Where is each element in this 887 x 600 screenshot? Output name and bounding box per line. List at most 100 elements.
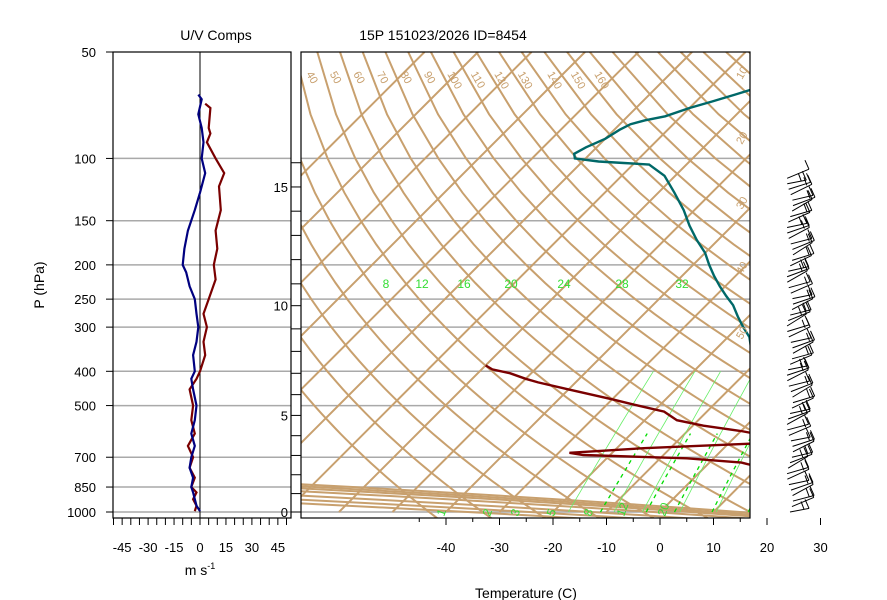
pressure-tick-500: 500 — [74, 399, 96, 414]
dry-adiabat — [361, 52, 750, 458]
uv-xtick-0: -45 — [113, 540, 132, 555]
dry-adiabat — [301, 73, 710, 518]
wind-barb-flag — [808, 343, 814, 354]
wind-barb-flag — [805, 233, 810, 242]
mixing-ratio-dashed — [711, 437, 750, 513]
mixing-ratio-label-16: 16 — [457, 277, 471, 291]
wind-barb-flag — [808, 443, 814, 453]
dry-adiabat — [498, 52, 750, 305]
mixing-ratio-bottom-label-5: 5 — [544, 507, 560, 518]
isotherm — [301, 52, 479, 231]
wind-barb-shaft — [788, 281, 811, 289]
temperature-tick-0: 0 — [656, 540, 663, 555]
wind-barb-flag — [803, 203, 808, 212]
wind-barb-shaft — [786, 412, 808, 425]
wind-barb-flag — [805, 432, 810, 441]
skewt-temperature-line — [572, 88, 750, 348]
dry-adiabat — [748, 52, 750, 55]
mixing-ratio-bottom-label-12: 12 — [614, 500, 632, 518]
wind-barb-shaft — [790, 183, 813, 196]
wind-barb-shaft — [786, 168, 810, 179]
isotherm — [301, 52, 640, 391]
skewt-frame — [300, 51, 751, 519]
wind-barb-flag — [802, 419, 807, 428]
mixing-ratio-label-32: 32 — [675, 277, 689, 291]
wind-barb-shaft — [791, 352, 814, 360]
dry-adiabat — [679, 52, 750, 121]
height-tick-5: 5 — [281, 408, 288, 423]
wind-barb-shaft — [792, 194, 814, 201]
uv-title: U/V Comps — [180, 27, 252, 43]
dry-adiabat — [452, 52, 750, 355]
moist-adiabat-label-40: 40 — [734, 260, 751, 277]
wind-barb-shaft — [790, 481, 814, 491]
wind-barb-flag — [798, 306, 802, 316]
dry-adiabat — [772, 52, 887, 520]
wind-barb-shaft — [788, 425, 811, 436]
mixing-ratio-label-20: 20 — [504, 277, 518, 291]
moist-adiabat — [301, 483, 750, 514]
wind-barb-flag — [809, 244, 815, 254]
wind-barb-shaft — [792, 294, 813, 300]
dry-adiabat-label-40: 40 — [303, 70, 320, 87]
wind-barb-shaft — [790, 309, 812, 316]
wind-barb-flag — [804, 276, 808, 285]
mixing-ratio-line — [808, 371, 870, 512]
mixing-ratio-label-28: 28 — [615, 277, 629, 291]
wind-barb-flag — [804, 471, 810, 481]
wind-barb-flag — [804, 458, 810, 468]
pressure-tick-300: 300 — [74, 320, 96, 335]
wind-barb-flag — [807, 285, 813, 295]
mixing-ratio-bottom-label-1: 1 — [434, 507, 450, 518]
mixing-ratio-bottom-label-2: 2 — [480, 507, 496, 518]
wind-barb-shaft — [790, 238, 812, 245]
wind-barb-flag — [806, 328, 812, 339]
temperature-ticks: -40 -30 -20 -10 0 10 20 30 — [418, 518, 828, 555]
wind-barb-flag — [803, 447, 809, 457]
pressure-tick-400: 400 — [74, 364, 96, 379]
isotherm — [445, 206, 750, 513]
wind-barb-shaft — [791, 451, 813, 458]
wind-barb-shaft — [789, 354, 813, 365]
wind-barb-shaft — [791, 397, 814, 409]
isotherm — [605, 367, 750, 513]
wind-barb-shaft — [788, 365, 808, 371]
wind-barb-shaft — [791, 298, 814, 311]
wind-barb-shaft — [787, 324, 810, 332]
isotherm — [552, 313, 750, 513]
dry-adiabat — [301, 223, 602, 518]
isotherm — [301, 52, 693, 445]
mixing-ratio-bottom-label-8: 8 — [581, 507, 597, 518]
mixing-ratio-label-8: 8 — [383, 277, 390, 291]
dry-adiabat-label-70: 70 — [374, 70, 391, 87]
mixing-ratio-line — [679, 378, 750, 513]
wind-barb-flag — [804, 160, 810, 170]
wind-barb-shaft — [792, 242, 813, 256]
isotherm — [659, 420, 750, 513]
uv-xlabel-text: m s — [185, 562, 208, 578]
wind-barb-flag — [804, 415, 810, 425]
dry-adiabat — [407, 52, 750, 405]
uv-xtick-4: 15 — [219, 540, 233, 555]
wind-barb-flag — [809, 430, 815, 440]
dry-adiabat-label-110: 110 — [468, 70, 487, 91]
dry-adiabat — [301, 281, 547, 518]
mixing-ratio-dashed — [781, 434, 818, 512]
wind-barb-flag — [810, 330, 815, 341]
wind-barb-flag — [802, 214, 808, 224]
height-tick-0: 0 — [281, 505, 288, 520]
isotherm — [874, 52, 887, 512]
wind-barb-flag — [805, 246, 810, 255]
wind-barb-flag — [806, 300, 812, 310]
moist-adiabat — [301, 487, 750, 518]
temperature-tick-10: 10 — [706, 540, 720, 555]
temperature-tick--10: -10 — [597, 540, 616, 555]
isotherm — [338, 99, 750, 513]
wind-barb-shaft — [788, 479, 809, 486]
skewt-isopleth-labels: 40 50 60 70 80 90 100 110 120 130 140 150 160 1020304… — [303, 65, 750, 518]
temperature-tick--30: -30 — [490, 540, 509, 555]
mixing-ratio-line — [715, 442, 750, 513]
wind-barb-flag — [804, 216, 810, 226]
wind-barb-flag — [804, 257, 810, 267]
